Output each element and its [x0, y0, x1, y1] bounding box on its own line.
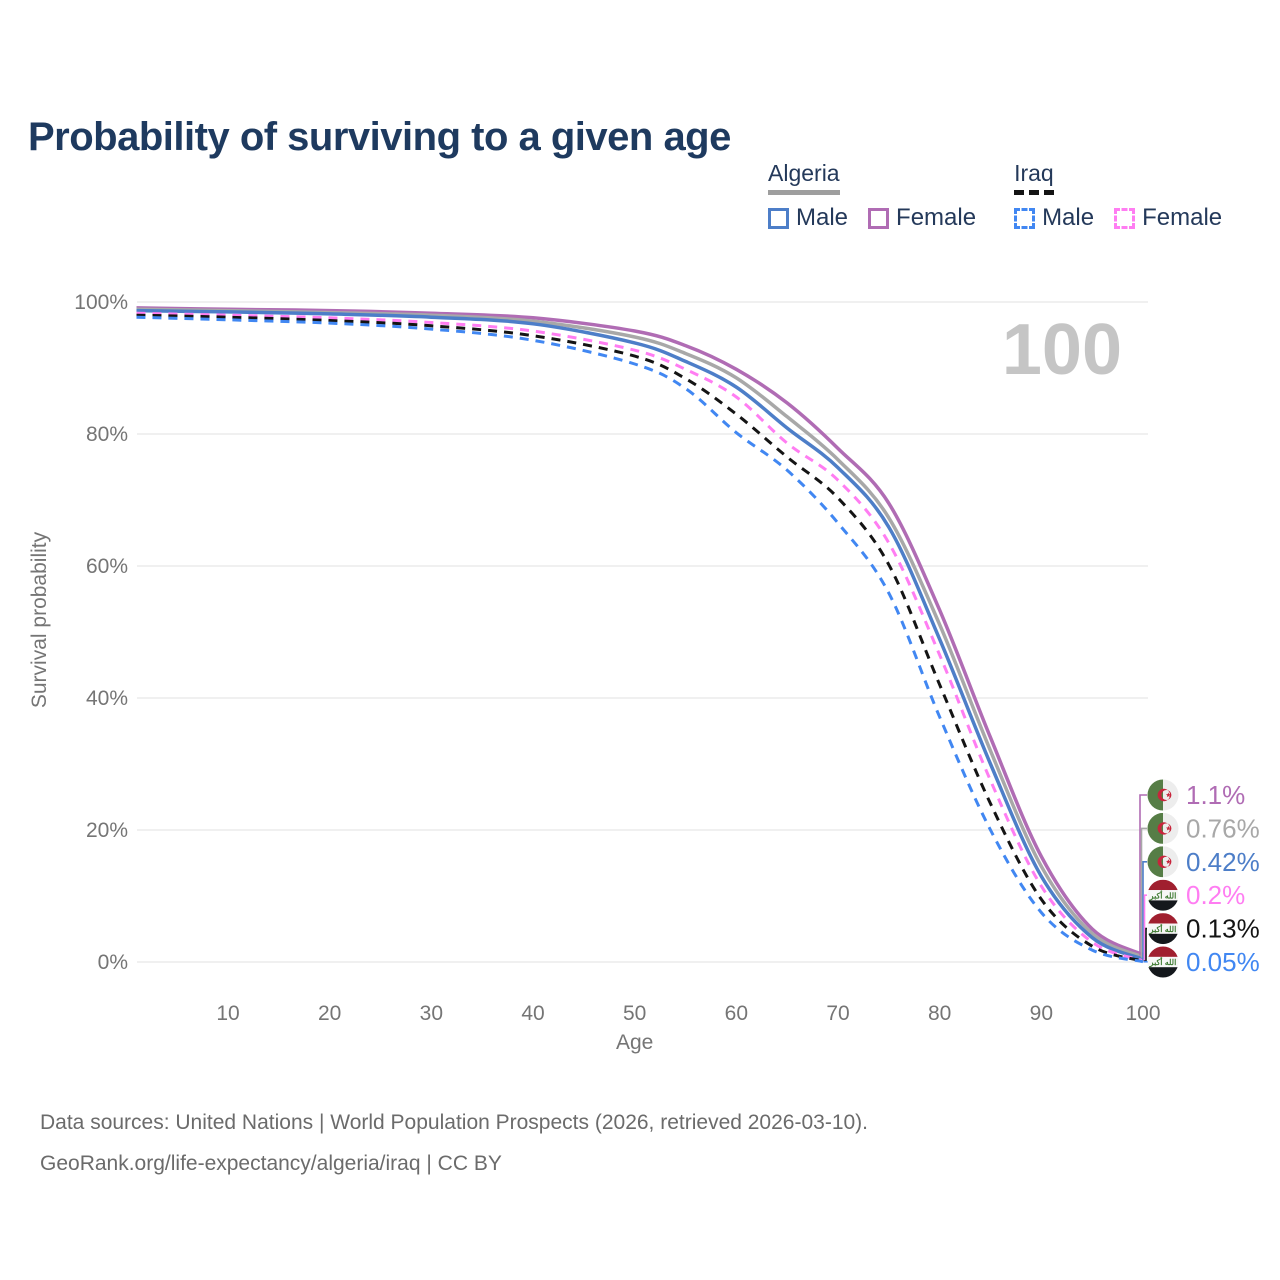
legend: Algeria Male Female Iraq Male Female: [768, 160, 1222, 232]
y-tick-60: 60%: [86, 555, 128, 578]
legend-items-iraq: Male Female: [1014, 204, 1222, 232]
algeria-flag-icon: [1147, 846, 1179, 878]
end-label-algeria-female: 1.1%: [1186, 780, 1245, 810]
end-label-iraq-female: 0.2%: [1186, 880, 1245, 910]
legend-country-algeria[interactable]: Algeria: [768, 160, 840, 195]
y-tick-40: 40%: [86, 687, 128, 710]
legend-swatch-iraq-male: [1014, 207, 1036, 229]
end-label-iraq-male: 0.05%: [1186, 947, 1260, 977]
y-tick-20: 20%: [86, 819, 128, 842]
y-axis-title: Survival probability: [28, 531, 51, 708]
x-tick-70: 70: [826, 1002, 849, 1025]
x-tick-30: 30: [420, 1002, 443, 1025]
legend-label-algeria-male: Male: [796, 204, 849, 231]
data-sources-line: Data sources: United Nations | World Pop…: [40, 1111, 869, 1134]
series-path-iraq-female[interactable]: [136, 311, 1144, 963]
x-axis-title: Age: [616, 1031, 653, 1054]
y-tick-100: 100%: [74, 291, 128, 314]
chart-footer: Data sources: United Nations | World Pop…: [40, 1102, 868, 1184]
end-label-algeria: 0.76%: [1186, 813, 1260, 843]
legend-item-iraq-male[interactable]: Male: [1014, 204, 1094, 232]
legend-swatch-iraq-female: [1114, 207, 1136, 229]
iraq-flag-icon: الله أكبر: [1147, 946, 1179, 978]
page-title: Probability of surviving to a given age: [28, 114, 731, 159]
x-tick-100: 100: [1125, 1002, 1160, 1025]
end-label-iraq: 0.13%: [1186, 914, 1260, 944]
x-tick-80: 80: [928, 1002, 951, 1025]
series-path-iraq[interactable]: [136, 313, 1144, 963]
series-path-algeria-male[interactable]: [136, 308, 1144, 961]
legend-label-iraq-male: Male: [1042, 204, 1095, 231]
legend-swatch-algeria-female: [868, 207, 890, 229]
legend-label-algeria-female: Female: [896, 204, 977, 231]
x-tick-90: 90: [1030, 1002, 1053, 1025]
x-tick-60: 60: [725, 1002, 748, 1025]
x-tick-50: 50: [623, 1002, 646, 1025]
x-tick-10: 10: [216, 1002, 239, 1025]
attribution-line: GeoRank.org/life-expectancy/algeria/iraq…: [40, 1152, 502, 1175]
legend-item-algeria-male[interactable]: Male: [768, 204, 848, 232]
series-path-iraq-male[interactable]: [136, 315, 1144, 964]
y-tick-0: 0%: [98, 951, 128, 974]
algeria-flag-icon: [1147, 812, 1179, 844]
legend-swatch-algeria-male: [768, 207, 789, 229]
iraq-flag-icon: الله أكبر: [1147, 913, 1179, 945]
series-path-algeria-female[interactable]: [136, 306, 1144, 957]
algeria-flag-icon: [1147, 779, 1179, 811]
x-tick-40: 40: [521, 1002, 544, 1025]
plot-area[interactable]: [137, 292, 1148, 964]
age-watermark: 100: [1002, 310, 1122, 390]
legend-item-algeria-female[interactable]: Female: [868, 204, 976, 232]
takbir-script: الله أكبر: [1149, 955, 1177, 968]
takbir-script: الله أكبر: [1149, 922, 1177, 935]
legend-items-algeria: Male Female: [768, 204, 976, 232]
takbir-script: الله أكبر: [1149, 888, 1177, 901]
legend-country-iraq[interactable]: Iraq: [1014, 160, 1054, 195]
legend-item-iraq-female[interactable]: Female: [1114, 204, 1222, 232]
leader-line-algeria-male: [1142, 861, 1147, 960]
y-tick-80: 80%: [86, 423, 128, 446]
end-label-algeria-male: 0.42%: [1186, 847, 1260, 877]
legend-label-iraq-female: Female: [1142, 204, 1223, 231]
x-tick-20: 20: [318, 1002, 341, 1025]
iraq-flag-icon: الله أكبر: [1147, 879, 1179, 911]
legend-group-iraq: Iraq Male Female: [1014, 160, 1222, 232]
legend-group-algeria: Algeria Male Female: [768, 160, 976, 232]
